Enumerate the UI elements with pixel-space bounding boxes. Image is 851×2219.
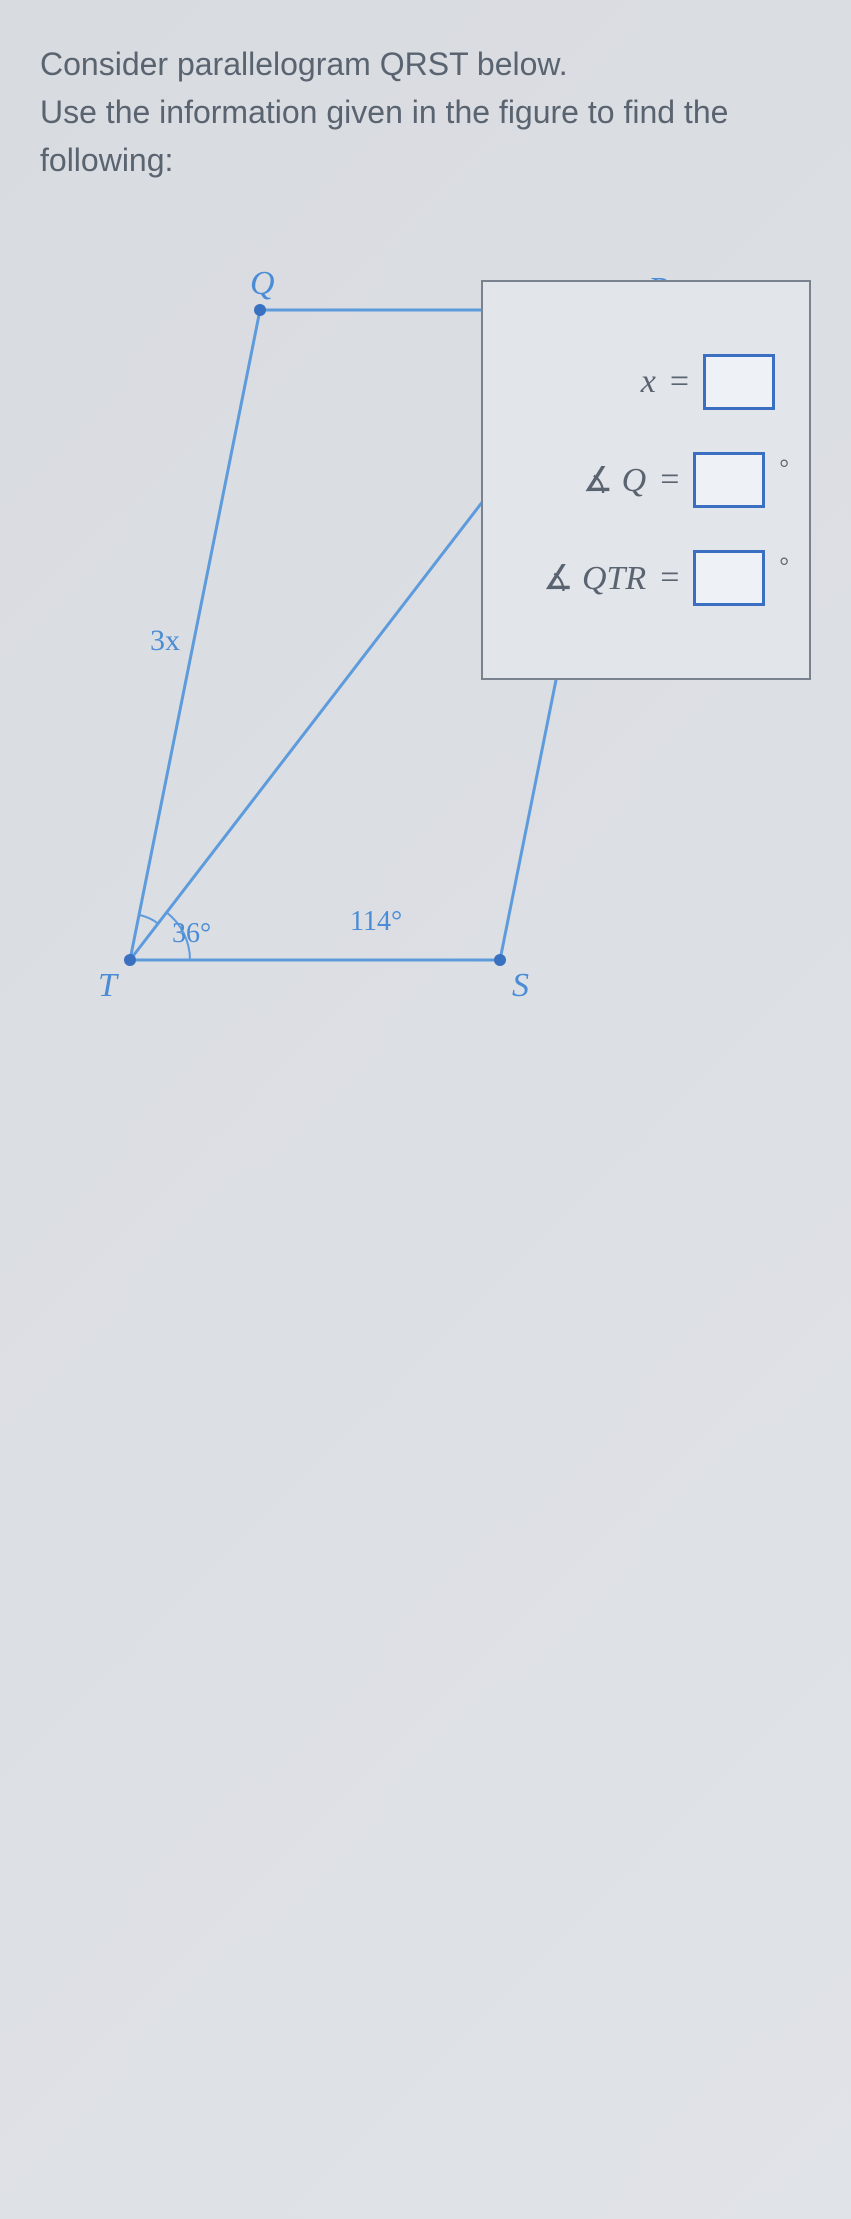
answer-lhs-q: ∡ Q (583, 460, 647, 500)
answer-suffix-q: ° (779, 456, 789, 483)
answer-lhs-x: x (641, 363, 656, 401)
vertex-S (494, 954, 506, 966)
vertex-label-T: T (98, 967, 119, 1004)
answer-input-q[interactable] (693, 452, 765, 508)
side-label-QT: 3x (150, 624, 180, 657)
answer-lhs-qtr: ∡ QTR (543, 558, 646, 598)
answer-input-qtr[interactable] (693, 550, 765, 606)
equals-sign: = (660, 559, 679, 597)
answer-box: x = ∡ Q = ° ∡ QTR = ° (481, 280, 811, 680)
angle-name-qtr: QTR (582, 560, 646, 597)
equals-sign: = (660, 461, 679, 499)
angle-name-q: Q (622, 462, 647, 499)
answer-input-x[interactable] (703, 354, 775, 410)
answer-row-x: x = (503, 354, 789, 410)
vertex-label-Q: Q (250, 265, 275, 302)
equals-sign: = (670, 363, 689, 401)
answer-row-q: ∡ Q = ° (503, 452, 789, 508)
prompt-line-1: Consider parallelogram QRST below. (40, 40, 851, 88)
angle-symbol: ∡ (583, 462, 622, 499)
angle-symbol: ∡ (543, 560, 582, 597)
answer-row-qtr: ∡ QTR = ° (503, 550, 789, 606)
angle-label-RTQ: 36° (172, 918, 211, 949)
angle-label-RTS: 114° (350, 906, 402, 937)
vertex-Q (254, 304, 266, 316)
vertex-T (124, 954, 136, 966)
vertex-label-S: S (512, 967, 529, 1004)
answer-suffix-qtr: ° (779, 554, 789, 581)
prompt-line-2: Use the information given in the figure … (40, 88, 851, 184)
